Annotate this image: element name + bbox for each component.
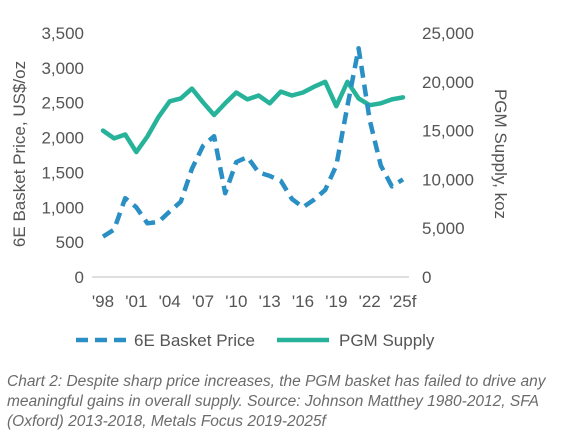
x-tick-label: '98 xyxy=(92,292,114,311)
legend-label-price: 6E Basket Price xyxy=(134,331,255,350)
left-tick-label: 3,500 xyxy=(41,24,84,43)
left-tick-label: 3,000 xyxy=(41,59,84,78)
chart-caption: Chart 2: Despite sharp price increases, … xyxy=(7,373,546,430)
left-tick-label: 1,000 xyxy=(41,198,84,217)
x-tick-label: '16 xyxy=(292,292,314,311)
series-lines xyxy=(100,46,406,239)
right-tick-label: 5,000 xyxy=(422,219,465,238)
left-tick-label: 2,000 xyxy=(41,129,84,148)
legend-label-supply: PGM Supply xyxy=(339,331,435,350)
x-tick-label: '22 xyxy=(359,292,381,311)
x-tick-label: '10 xyxy=(225,292,247,311)
x-tick-label: '04 xyxy=(159,292,181,311)
x-tick-label: '07 xyxy=(192,292,214,311)
right-tick-label: 10,000 xyxy=(422,170,474,189)
right-tick-label: 15,000 xyxy=(422,122,474,141)
left-tick-label: 500 xyxy=(56,233,84,252)
left-axis-title: 6E Basket Price, US$/oz xyxy=(10,61,29,247)
x-tick-label: '25f xyxy=(390,292,417,311)
left-tick-label: 1,500 xyxy=(41,163,84,182)
x-tick-label: '01 xyxy=(125,292,147,311)
right-axis-ticks: 0 5,000 10,000 15,000 20,000 25,000 xyxy=(422,24,474,287)
right-tick-label: 25,000 xyxy=(422,24,474,43)
left-tick-label: 2,500 xyxy=(41,94,84,113)
left-axis-ticks: 0 500 1,000 1,500 2,000 2,500 3,000 3,500 xyxy=(41,24,84,287)
left-tick-label: 0 xyxy=(75,268,84,287)
right-tick-label: 0 xyxy=(422,268,431,287)
price-series-line xyxy=(101,46,405,239)
legend: 6E Basket Price PGM Supply xyxy=(76,331,435,350)
right-axis-title: PGM Supply, koz xyxy=(491,89,510,219)
right-tick-label: 20,000 xyxy=(422,73,474,92)
x-axis-ticks: '98 '01 '04 '07 '10 '13 '16 '19 '22 '25f xyxy=(92,292,417,311)
supply-series-line xyxy=(100,79,406,155)
x-tick-label: '19 xyxy=(325,292,347,311)
dual-axis-line-chart: 0 500 1,000 1,500 2,000 2,500 3,000 3,500 0 5,00… xyxy=(10,24,510,350)
x-tick-label: '13 xyxy=(259,292,281,311)
